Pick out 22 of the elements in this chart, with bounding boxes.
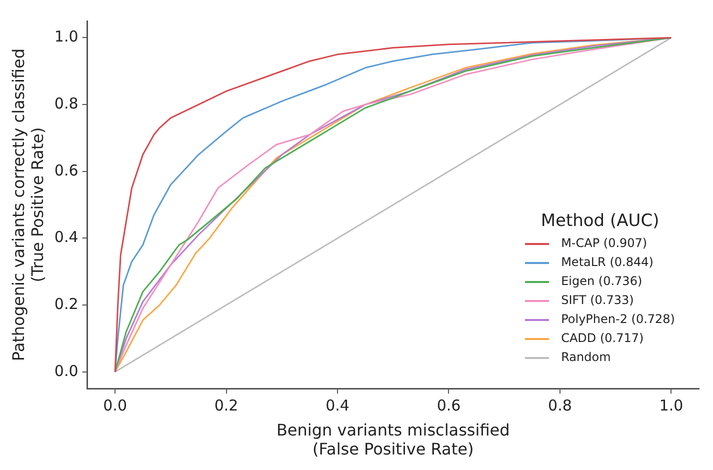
legend-label: CADD (0.717) [561,330,644,347]
legend-label: Random [561,349,611,366]
legend-label: MetaLR (0.844) [561,254,654,271]
legend-title: Method (AUC) [540,211,660,231]
legend-label: Eigen (0.736) [561,273,642,290]
x-tick-label: 1.0 [659,396,684,414]
x-tick-label: 0.8 [548,396,572,414]
x-axis-title: Benign variants misclassified (False Positive Rate) [276,420,510,459]
y-tick-label: 0.6 [54,161,78,180]
x-tick-label: 0.2 [214,396,238,414]
y-tick-label: 1.0 [54,28,78,46]
y-tick-label: 0.8 [54,94,78,112]
x-tick-label: 0.6 [436,396,461,414]
y-tick-label: 0.4 [54,228,78,246]
legend-label: PolyPhen-2 (0.728) [561,311,675,328]
legend-label: SIFT (0.733) [561,292,634,309]
y-tick-label: 0.2 [54,294,78,313]
y-tick-label: 0.0 [54,362,78,380]
x-tick-label: 0.0 [103,396,127,414]
legend-label: M-CAP (0.907) [561,235,648,252]
y-axis-title: Pathogenic variants correctly classified (True Positive Rate) [8,48,47,362]
x-tick-label: 0.4 [326,396,350,414]
